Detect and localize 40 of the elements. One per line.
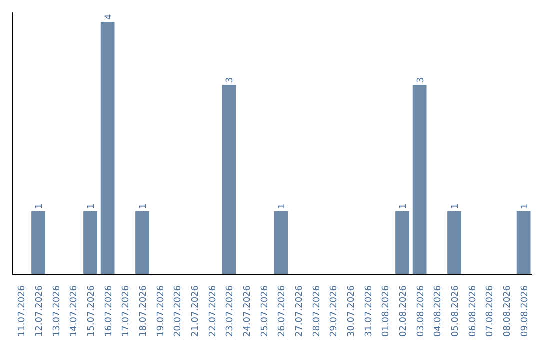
x-tick-label: 31.07.2026 bbox=[364, 285, 374, 338]
x-tick-label: 24.07.2026 bbox=[243, 285, 253, 338]
x-tick-label: 21.07.2026 bbox=[191, 285, 201, 338]
data-label: 1 bbox=[399, 204, 409, 210]
data-label: 1 bbox=[451, 204, 461, 210]
data-label: 1 bbox=[87, 204, 97, 210]
x-tick-label: 15.07.2026 bbox=[87, 285, 97, 338]
data-label: 3 bbox=[226, 77, 236, 84]
x-tick-label: 20.07.2026 bbox=[174, 285, 184, 338]
x-tick-label: 28.07.2026 bbox=[312, 285, 322, 338]
x-tick-label: 06.08.2026 bbox=[468, 285, 478, 338]
x-tick-label: 14.07.2026 bbox=[70, 285, 80, 338]
x-tick-label: 18.07.2026 bbox=[139, 285, 149, 338]
data-label: 1 bbox=[278, 204, 288, 210]
x-tick-label: 17.07.2026 bbox=[122, 285, 132, 338]
data-label: 1 bbox=[35, 204, 45, 210]
x-tick-label: 05.08.2026 bbox=[451, 285, 461, 338]
x-tick-label: 07.08.2026 bbox=[486, 285, 496, 338]
x-tick-label: 13.07.2026 bbox=[52, 285, 62, 338]
x-tick-label: 12.07.2026 bbox=[35, 285, 45, 338]
x-tick-label: 22.07.2026 bbox=[208, 285, 218, 338]
data-label: 1 bbox=[139, 204, 149, 210]
data-label: 4 bbox=[104, 14, 114, 20]
x-tick-label: 23.07.2026 bbox=[226, 285, 236, 338]
x-tick-label: 25.07.2026 bbox=[260, 285, 270, 338]
x-tick-label: 11.07.2026 bbox=[18, 285, 28, 338]
x-tick-label: 03.08.2026 bbox=[416, 285, 426, 338]
x-tick-label: 26.07.2026 bbox=[278, 285, 288, 338]
x-tick-label: 19.07.2026 bbox=[156, 285, 166, 338]
x-tick-label: 09.08.2026 bbox=[520, 285, 530, 338]
data-label: 1 bbox=[520, 204, 530, 210]
data-label: 3 bbox=[416, 77, 426, 84]
x-tick-label: 16.07.2026 bbox=[104, 285, 114, 338]
x-tick-label: 04.08.2026 bbox=[434, 285, 444, 338]
x-tick-label: 30.07.2026 bbox=[347, 285, 357, 338]
x-tick-label: 27.07.2026 bbox=[295, 285, 305, 338]
x-tick-label: 08.08.2026 bbox=[503, 285, 513, 338]
x-tick-label: 02.08.2026 bbox=[399, 285, 409, 338]
x-tick-label: 29.07.2026 bbox=[330, 285, 340, 338]
x-tick-label: 01.08.2026 bbox=[382, 285, 392, 338]
